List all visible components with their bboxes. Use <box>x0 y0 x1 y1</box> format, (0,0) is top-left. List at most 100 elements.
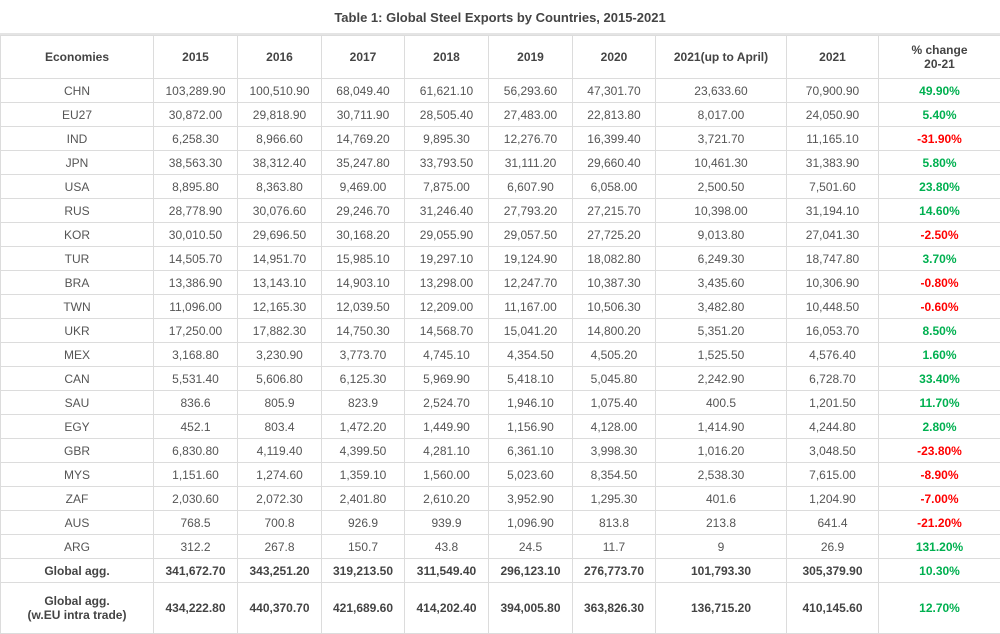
value-cell: 5,531.40 <box>154 367 238 391</box>
value-cell: 6,607.90 <box>489 175 573 199</box>
column-header: 2016 <box>238 36 322 79</box>
value-cell: 61,621.10 <box>405 79 489 103</box>
value-cell: 38,563.30 <box>154 151 238 175</box>
value-cell: 68,049.40 <box>322 79 405 103</box>
value-cell: 14,951.70 <box>238 247 322 271</box>
value-cell: 10,461.30 <box>656 151 787 175</box>
value-cell: 10,448.50 <box>787 295 879 319</box>
value-cell: 410,145.60 <box>787 583 879 634</box>
value-cell: 14,568.70 <box>405 319 489 343</box>
value-cell: 267.8 <box>238 535 322 559</box>
value-cell: 5,351.20 <box>656 319 787 343</box>
value-cell: 11.7 <box>573 535 656 559</box>
value-cell: 836.6 <box>154 391 238 415</box>
percent-change-cell: 23.80% <box>879 175 1000 199</box>
percent-change-cell: 5.40% <box>879 103 1000 127</box>
percent-change-cell: -2.50% <box>879 223 1000 247</box>
value-cell: 12,039.50 <box>322 295 405 319</box>
value-cell: 2,610.20 <box>405 487 489 511</box>
value-cell: 8,017.00 <box>656 103 787 127</box>
value-cell: 1,151.60 <box>154 463 238 487</box>
value-cell: 700.8 <box>238 511 322 535</box>
value-cell: 10,398.00 <box>656 199 787 223</box>
value-cell: 2,072.30 <box>238 487 322 511</box>
value-cell: 27,725.20 <box>573 223 656 247</box>
value-cell: 29,696.50 <box>238 223 322 247</box>
value-cell: 1,016.20 <box>656 439 787 463</box>
value-cell: 1,156.90 <box>489 415 573 439</box>
value-cell: 30,076.60 <box>238 199 322 223</box>
economy-cell: KOR <box>1 223 154 247</box>
value-cell: 103,289.90 <box>154 79 238 103</box>
value-cell: 1,449.90 <box>405 415 489 439</box>
total-row: Global agg. (w.EU intra trade)434,222.80… <box>1 583 1000 634</box>
column-header: % change 20-21 <box>879 36 1000 79</box>
value-cell: 15,985.10 <box>322 247 405 271</box>
value-cell: 101,793.30 <box>656 559 787 583</box>
value-cell: 2,030.60 <box>154 487 238 511</box>
value-cell: 38,312.40 <box>238 151 322 175</box>
economy-cell: AUS <box>1 511 154 535</box>
value-cell: 3,482.80 <box>656 295 787 319</box>
value-cell: 47,301.70 <box>573 79 656 103</box>
value-cell: 24,050.90 <box>787 103 879 127</box>
value-cell: 401.6 <box>656 487 787 511</box>
value-cell: 31,194.10 <box>787 199 879 223</box>
value-cell: 6,125.30 <box>322 367 405 391</box>
value-cell: 8,363.80 <box>238 175 322 199</box>
value-cell: 2,524.70 <box>405 391 489 415</box>
value-cell: 17,882.30 <box>238 319 322 343</box>
value-cell: 30,872.00 <box>154 103 238 127</box>
value-cell: 29,057.50 <box>489 223 573 247</box>
value-cell: 17,250.00 <box>154 319 238 343</box>
value-cell: 10,306.90 <box>787 271 879 295</box>
percent-change-cell: 1.60% <box>879 343 1000 367</box>
value-cell: 18,747.80 <box>787 247 879 271</box>
percent-change-cell: 12.70% <box>879 583 1000 634</box>
percent-change-cell: 131.20% <box>879 535 1000 559</box>
value-cell: 24.5 <box>489 535 573 559</box>
economy-cell: Global agg. (w.EU intra trade) <box>1 583 154 634</box>
value-cell: 16,053.70 <box>787 319 879 343</box>
value-cell: 9,013.80 <box>656 223 787 247</box>
percent-change-cell: 11.70% <box>879 391 1000 415</box>
economy-cell: CHN <box>1 79 154 103</box>
value-cell: 6,258.30 <box>154 127 238 151</box>
value-cell: 440,370.70 <box>238 583 322 634</box>
value-cell: 434,222.80 <box>154 583 238 634</box>
value-cell: 12,165.30 <box>238 295 322 319</box>
value-cell: 4,745.10 <box>405 343 489 367</box>
value-cell: 319,213.50 <box>322 559 405 583</box>
value-cell: 5,023.60 <box>489 463 573 487</box>
value-cell: 1,295.30 <box>573 487 656 511</box>
value-cell: 6,728.70 <box>787 367 879 391</box>
value-cell: 3,998.30 <box>573 439 656 463</box>
percent-change-cell: 49.90% <box>879 79 1000 103</box>
value-cell: 9 <box>656 535 787 559</box>
value-cell: 414,202.40 <box>405 583 489 634</box>
percent-change-cell: -21.20% <box>879 511 1000 535</box>
value-cell: 276,773.70 <box>573 559 656 583</box>
value-cell: 2,242.90 <box>656 367 787 391</box>
percent-change-cell: -23.80% <box>879 439 1000 463</box>
value-cell: 11,096.00 <box>154 295 238 319</box>
economy-cell: USA <box>1 175 154 199</box>
column-header: 2017 <box>322 36 405 79</box>
value-cell: 5,045.80 <box>573 367 656 391</box>
value-cell: 10,387.30 <box>573 271 656 295</box>
value-cell: 5,606.80 <box>238 367 322 391</box>
value-cell: 12,276.70 <box>489 127 573 151</box>
value-cell: 4,576.40 <box>787 343 879 367</box>
